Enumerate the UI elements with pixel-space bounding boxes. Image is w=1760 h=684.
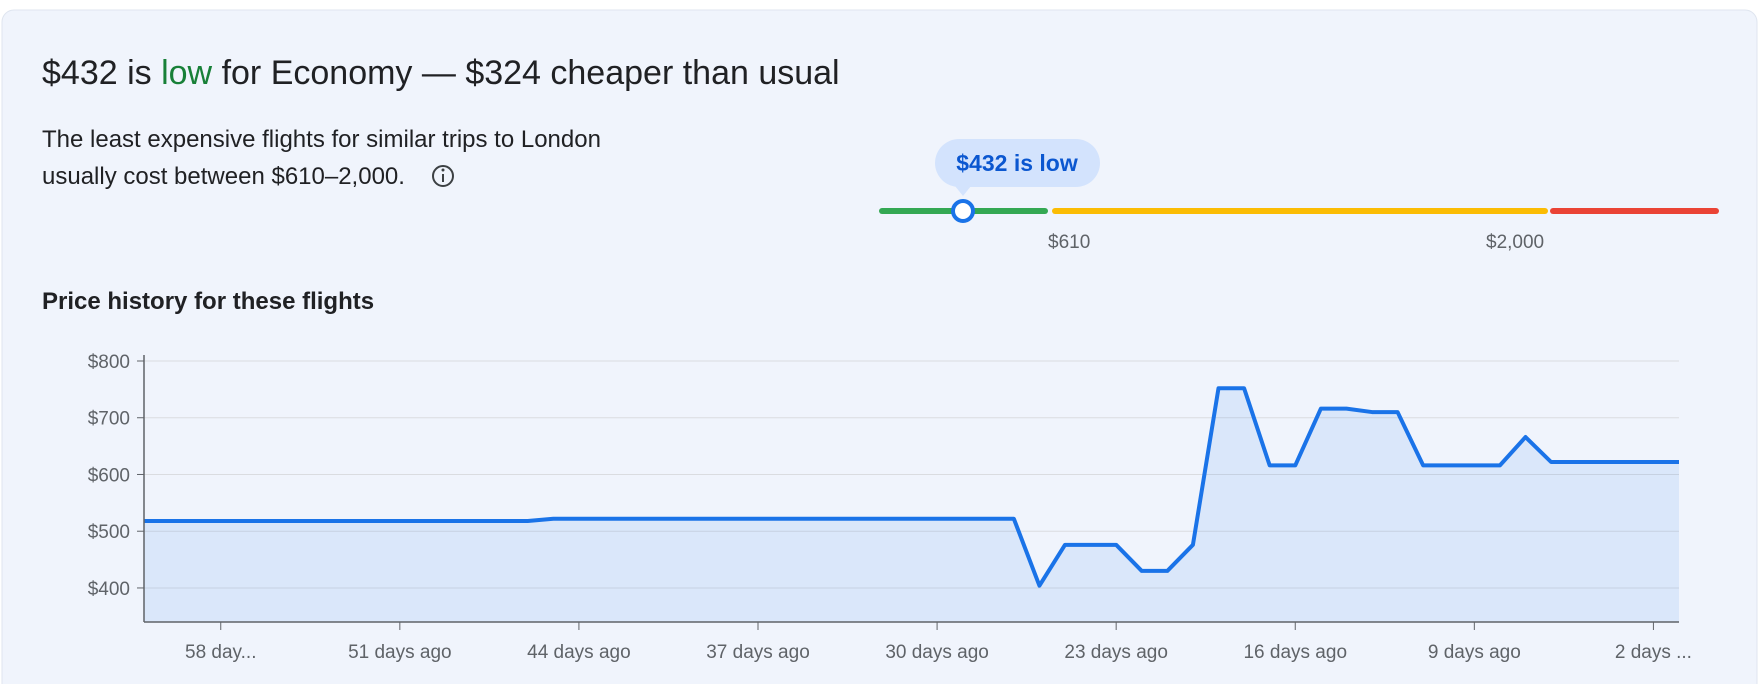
high-threshold-label: $2,000 [1486,232,1544,253]
x-tick-label: 37 days ago [706,642,810,663]
x-tick-label: 30 days ago [885,642,989,663]
x-tick-label: 9 days ago [1428,642,1521,663]
info-icon[interactable] [432,165,454,187]
x-tick-label: 16 days ago [1243,642,1347,663]
chart-title: Price history for these flights [42,288,374,315]
y-tick-label: $400 [88,579,130,600]
price-range-bar: $432 is low $610 $2,000 [879,139,1719,253]
low-threshold-label: $610 [1048,232,1090,253]
headline-rest: for Economy — $324 cheaper than usual [212,54,840,92]
description-line: usually cost between $610–2,000. [42,163,405,190]
price-line [144,386,1679,588]
price-marker [951,199,975,223]
price-area [144,388,1679,622]
x-tick-label: 51 days ago [348,642,452,663]
card-background [1,9,1758,684]
y-tick-label: $800 [88,352,130,373]
info-dot [441,168,445,172]
headline-price: $432 is [42,54,161,92]
x-tick-label: 2 days ... [1615,642,1692,663]
x-tick-label: 44 days ago [527,642,631,663]
y-tick-label: $600 [88,465,130,486]
info-circle [432,165,454,187]
headline-level: low [161,54,212,92]
x-tick-label: 58 day... [185,642,256,663]
marker-pointer [955,186,971,196]
y-tick-label: $700 [88,409,130,430]
marker-bubble [935,139,1100,187]
marker-label: $432 is low [956,150,1078,176]
headline: $432 is low for Economy — $324 cheaper t… [42,54,840,92]
x-tick-label: 23 days ago [1064,642,1168,663]
description-line: The least expensive flights for similar … [42,126,601,153]
y-tick-label: $500 [88,522,130,543]
